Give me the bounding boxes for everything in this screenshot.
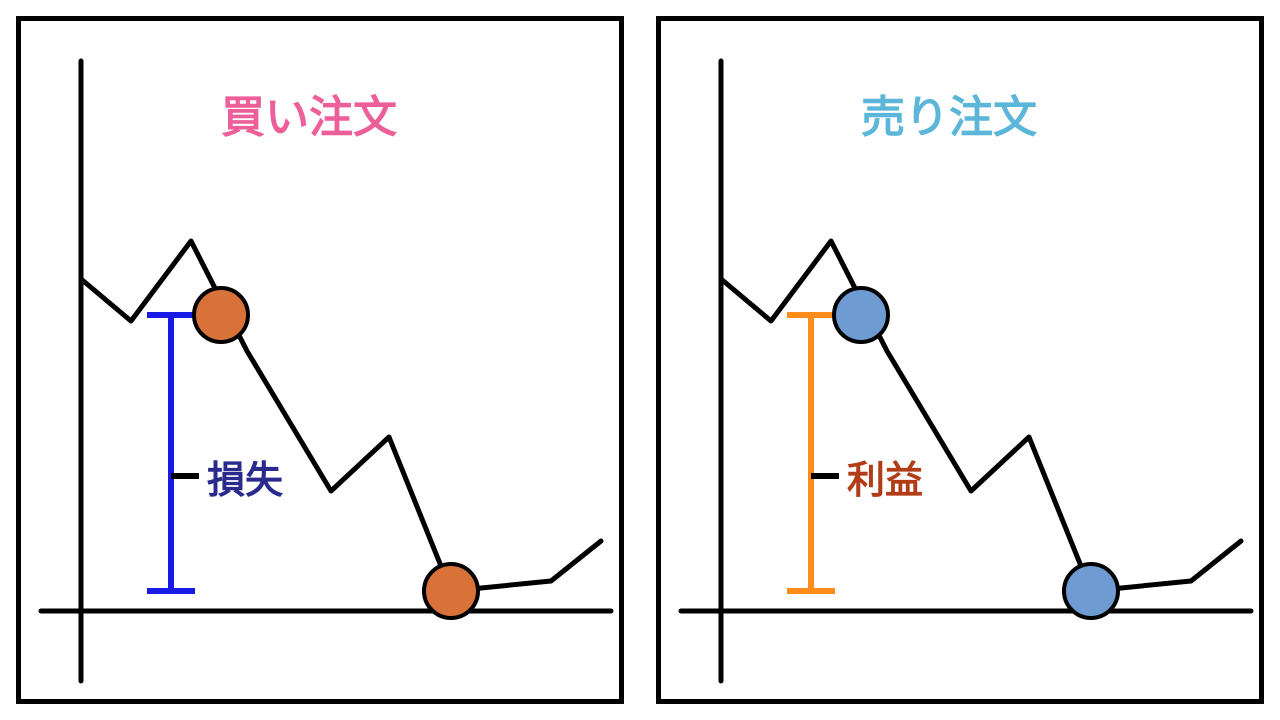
panel-left: 買い注文損失 (16, 16, 624, 704)
panel-right: 売り注文利益 (656, 16, 1264, 704)
panel-title-right: 売り注文 (861, 81, 1037, 145)
range-label-right: 利益 (847, 449, 923, 504)
panel-title-left: 買い注文 (221, 81, 397, 145)
range-label-left: 損失 (207, 449, 283, 504)
figure-root: 買い注文損失売り注文利益 (0, 0, 1280, 720)
